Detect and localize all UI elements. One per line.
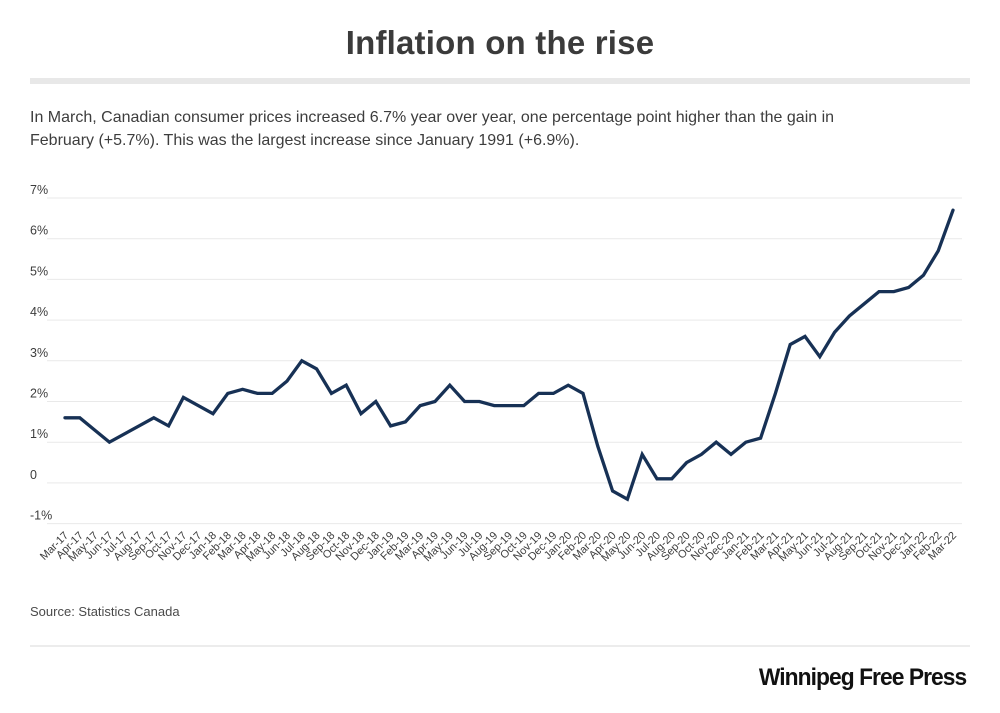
publisher-wordmark: Winnipeg Free Press (758, 664, 967, 691)
y-tick-label: 4% (30, 305, 48, 319)
title-divider (30, 78, 970, 84)
source-note: Source: Statistics Canada (30, 604, 180, 619)
page-title: Inflation on the rise (345, 24, 655, 61)
y-tick-label: 1% (30, 427, 48, 441)
y-tick-label: 5% (30, 264, 48, 278)
y-tick-label: 7% (30, 183, 48, 197)
y-tick-label: 6% (30, 224, 48, 238)
y-tick-label: -1% (30, 509, 52, 523)
footer-divider (30, 645, 970, 647)
chart-subtitle: In March, Canadian consumer prices incre… (30, 109, 835, 149)
inflation-line-chart: 7%6%5%4%3%2%1%0-1%Mar-17Apr-17May-17Jun-… (30, 183, 962, 564)
y-tick-label: 3% (30, 346, 48, 360)
y-tick-label: 2% (30, 387, 48, 401)
y-tick-label: 0 (30, 468, 37, 482)
inflation-line (63, 208, 955, 502)
